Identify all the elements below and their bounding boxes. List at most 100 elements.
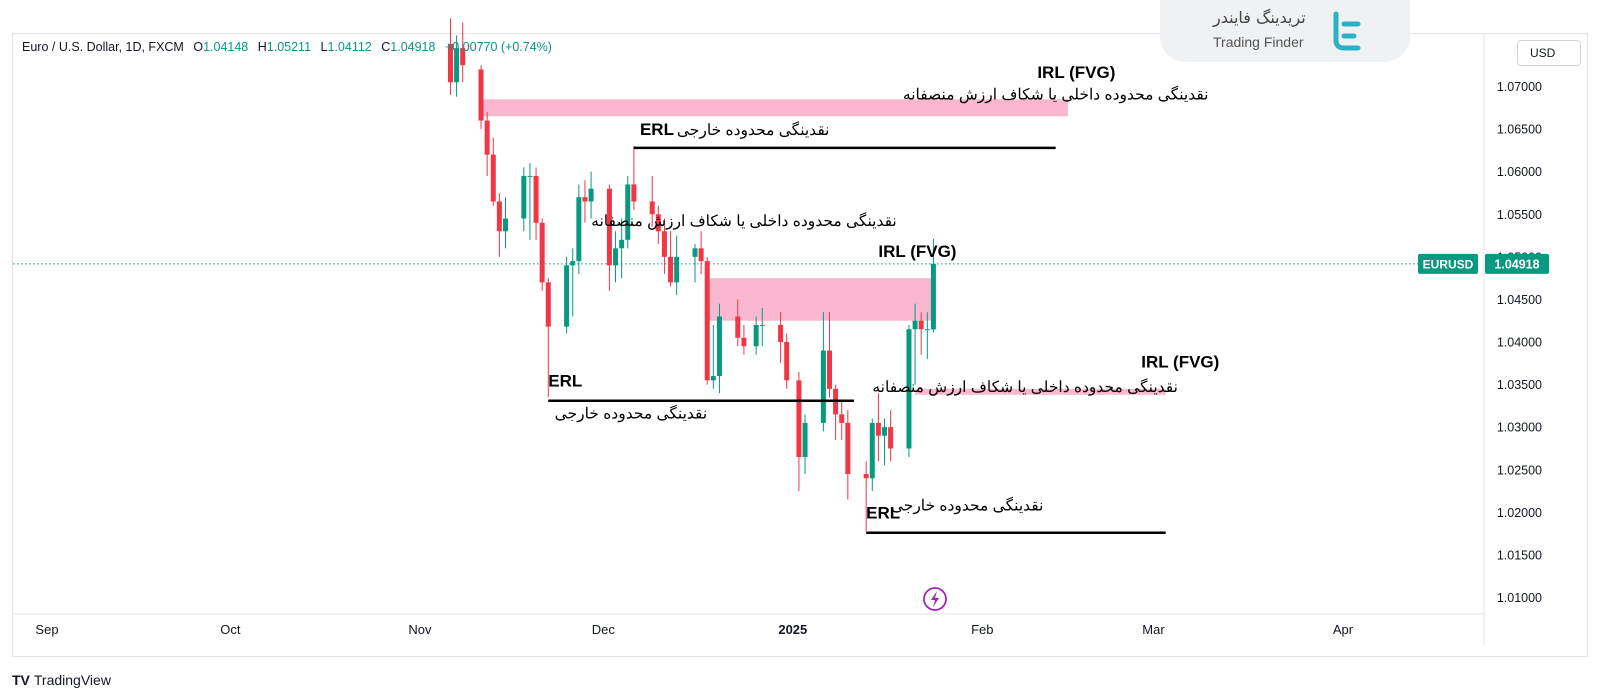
x-tick-label: Sep (35, 622, 58, 637)
candle-body-2024-11-11 (478, 69, 484, 121)
legend-open-label: O (193, 40, 204, 54)
x-tick-label: Feb (971, 622, 993, 637)
tradingview-logo: TV TradingView (12, 672, 111, 688)
annotation-erl3fa: نقدینگی محدوده خارجی (891, 496, 1044, 515)
candle-body-2024-12-18 (704, 261, 710, 381)
annotation-irl3: IRL (FVG) (1141, 353, 1219, 372)
candle-body-2024-12-24 (741, 337, 747, 347)
legend-open: 1.04148 (203, 40, 249, 54)
candle-body-2024-11-19 (527, 175, 533, 177)
candle-body-2025-01-07 (826, 350, 832, 389)
annotation-erl1: ERL (640, 120, 674, 139)
last-price-tag (1485, 253, 1549, 274)
x-tick-label: Nov (408, 622, 432, 637)
symbol-tag (1418, 253, 1478, 274)
candle-body-2024-12-26 (753, 324, 759, 347)
chart-legend: Euro / U.S. Dollar, 1D, FXCM O1.04148 H1… (22, 40, 552, 54)
candle-body-2024-12-20 (716, 316, 722, 377)
fvg-zone-2 (707, 278, 934, 321)
candle-body-2024-11-22 (545, 282, 551, 327)
candle-body-2024-12-03 (613, 248, 619, 266)
candle-body-2024-11-25 (564, 265, 570, 327)
candle-body-2025-01-06 (820, 350, 826, 423)
candle-body-2024-11-20 (533, 175, 539, 223)
legend-low-label: L (320, 40, 328, 54)
fvg-zone-1 (481, 99, 1068, 117)
x-tick-label: 2025 (778, 622, 807, 637)
candle-body-2024-11-21 (539, 222, 545, 283)
candle-body-2024-12-02 (606, 188, 612, 266)
provider-logo-tab (1160, 0, 1410, 62)
annotation-irl2: IRL (FVG) (878, 242, 956, 261)
candle-body-2024-12-16 (692, 248, 698, 257)
candle-body-2025-01-15 (875, 422, 881, 436)
provider-name-en: Trading Finder (1213, 34, 1304, 50)
symbol-tag-label: EURUSD (1423, 257, 1474, 271)
annotation-erl3: ERL (866, 503, 900, 522)
y-tick-label: 1.05500 (1497, 208, 1542, 222)
provider-name-fa: تریدینگ فایندر (1213, 8, 1306, 27)
annotation-irl1fa: نقدینگی محدوده داخلی یا شکاف ارزش منصفان… (903, 84, 1209, 103)
candle-body-2024-12-30 (778, 324, 784, 342)
candle-body-2024-11-07 (454, 48, 460, 83)
candle-body-2024-12-10 (655, 214, 661, 232)
candle-body-2025-01-09 (839, 414, 845, 423)
candle-body-2025-01-16 (882, 427, 888, 436)
legend-close: 1.04918 (390, 40, 436, 54)
candle-body-2024-11-08 (460, 48, 466, 66)
y-tick-label: 1.07000 (1497, 80, 1542, 94)
y-tick-label: 1.06500 (1497, 123, 1542, 137)
candle-body-2024-12-27 (759, 324, 765, 326)
candle-body-2024-12-05 (625, 184, 631, 240)
candle-body-2025-01-21 (912, 320, 918, 330)
chart-frame (12, 33, 1588, 657)
y-tick-label: 1.01000 (1497, 591, 1542, 605)
candle-body-2025-01-20 (906, 329, 912, 449)
legend-high-label: H (257, 40, 267, 54)
legend-high: 1.05211 (266, 40, 312, 54)
y-tick-label: 1.04500 (1497, 293, 1542, 307)
x-tick-label: Apr (1333, 622, 1354, 637)
candle-body-2025-01-13 (863, 474, 869, 479)
y-tick-label: 1.03500 (1497, 378, 1542, 392)
fvg-zone-3 (915, 388, 1166, 395)
y-tick-label: 1.06000 (1497, 165, 1542, 179)
candle-body-2024-12-13 (674, 256, 680, 283)
candle-body-2024-12-06 (631, 184, 637, 202)
candle-body-2024-11-15 (502, 218, 508, 232)
annotation-erl2: ERL (548, 371, 582, 390)
annotation-irl1: IRL (FVG) (1037, 63, 1115, 82)
candle-body-2024-11-26 (570, 261, 576, 266)
candle-body-2025-01-24 (930, 263, 936, 330)
candle-body-2024-11-12 (484, 120, 490, 155)
annotation-erl1fa: نقدینگی محدوده خارجی (677, 120, 830, 139)
candle-body-2024-12-19 (710, 376, 716, 381)
y-tick-label: 1.04000 (1497, 336, 1542, 350)
candle-body-2024-11-27 (576, 197, 582, 262)
candle-body-2024-11-29 (588, 188, 594, 202)
candle-body-2024-11-06 (447, 43, 453, 83)
candle-body-2024-12-31 (784, 342, 790, 381)
y-tick-label: 1.01500 (1497, 548, 1542, 562)
legend-change: +0.00770 (+0.74%) (444, 40, 552, 54)
legend-title: Euro / U.S. Dollar, 1D, FXCM (22, 40, 184, 54)
candle-body-2024-12-11 (661, 231, 667, 257)
candle-body-2024-11-13 (490, 154, 496, 202)
annotation-irl3fa: نقدینگی محدوده داخلی یا شکاف ارزش منصفان… (872, 377, 1178, 396)
candle-body-2024-11-14 (496, 201, 502, 232)
candle-body-2024-12-23 (735, 316, 741, 338)
candle-body-2025-01-14 (869, 422, 875, 479)
y-tick-label: 1.02000 (1497, 506, 1542, 520)
candle-body-2025-01-03 (802, 422, 808, 457)
candle-body-2025-01-02 (796, 380, 802, 457)
x-tick-label: Dec (592, 622, 616, 637)
legend-low: 1.04112 (327, 40, 372, 54)
candle-body-2024-12-12 (668, 256, 674, 283)
annotation-irl2fa: نقدینگی محدوده داخلی یا شکاف ارزش منصفان… (591, 211, 897, 230)
currency-button[interactable]: USD (1517, 40, 1581, 66)
trading-finder-logo-icon (1333, 11, 1361, 51)
lightning-bolt-icon (931, 591, 939, 607)
candle-body-2024-11-18 (521, 175, 527, 219)
tradingview-label: TradingView (33, 672, 111, 688)
